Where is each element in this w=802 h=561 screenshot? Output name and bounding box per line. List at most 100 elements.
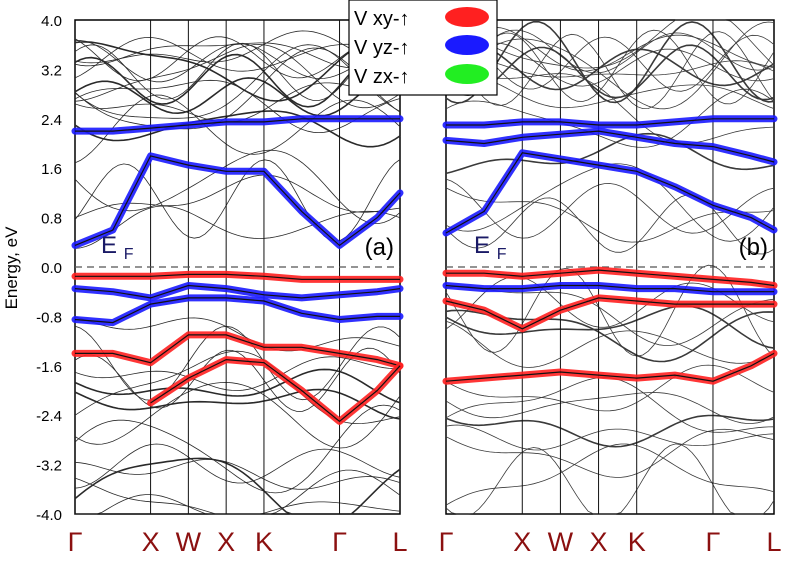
background-band — [74, 347, 401, 412]
kpoint-label: K — [255, 527, 273, 557]
panel-b-fermi-label-main: E — [474, 232, 490, 259]
background-band — [445, 88, 775, 148]
panel-b-background-bands — [445, 19, 775, 515]
background-band — [74, 30, 401, 65]
background-band — [74, 149, 401, 225]
background-band — [445, 42, 775, 87]
background-band — [445, 264, 775, 357]
series-core-line — [445, 130, 775, 163]
background-band — [445, 34, 775, 92]
background-band — [74, 356, 400, 392]
series-core-line — [446, 269, 775, 287]
background-band — [74, 47, 401, 130]
y-tick-labels: 4.0 3.2 2.4 1.6 0.8 0.0 -0.8 -1.6 -2.4 -3.2 -4.0 — [36, 13, 62, 524]
y-tick-label: 3.2 — [41, 62, 62, 79]
background-band — [445, 428, 775, 478]
panel-b-fermi-label-sub: F — [497, 246, 507, 263]
series-core-line — [74, 155, 401, 247]
y-tick-label: 2.4 — [41, 112, 62, 129]
panel-a-series — [71, 115, 404, 425]
y-tick-label: -2.4 — [36, 408, 62, 425]
legend-label-yz: V yz-↑ — [354, 37, 410, 59]
series-core-line — [74, 297, 400, 324]
background-band — [445, 194, 775, 255]
legend-swatch-zx — [445, 64, 489, 84]
panel-a-fermi-label: E F — [101, 232, 134, 263]
background-band — [74, 79, 401, 134]
legend-swatch-xy — [445, 7, 489, 27]
kpoint-label: W — [548, 527, 574, 557]
kpoint-label: X — [217, 527, 235, 557]
panel-b-fermi-label: E F — [474, 232, 507, 263]
series-core-line — [445, 152, 775, 234]
background-band — [74, 94, 401, 164]
series-core-line — [150, 358, 401, 423]
kpoint-label: X — [590, 527, 608, 557]
kpoint-label: Γ — [706, 527, 721, 557]
y-tick-label: -3.2 — [36, 458, 62, 475]
y-tick-label: -0.8 — [36, 309, 62, 326]
background-band — [74, 40, 401, 83]
background-band — [74, 51, 401, 108]
legend-swatch-yz — [445, 35, 489, 55]
background-band — [74, 44, 401, 119]
background-band — [445, 392, 775, 424]
kpoint-label: Γ — [68, 527, 83, 557]
panel-a-fermi-label-sub: F — [124, 246, 134, 263]
background-band — [74, 388, 401, 420]
background-band — [445, 424, 775, 451]
background-band — [445, 75, 775, 109]
series-core-line — [445, 284, 774, 293]
background-band — [74, 36, 401, 79]
kpoint-label: Γ — [332, 527, 347, 557]
kpoint-label: W — [176, 527, 202, 557]
series-core-line — [445, 352, 775, 382]
background-band — [445, 443, 775, 506]
series-core-line — [446, 118, 774, 126]
background-band — [445, 320, 775, 368]
panel-a-fermi-label-main: E — [101, 232, 117, 259]
legend: V xy-↑ V yz-↑ V zx-↑ — [348, 0, 498, 96]
background-band — [74, 443, 401, 489]
kpoint-label: L — [766, 527, 781, 557]
panel-b-label: (b) — [739, 234, 768, 261]
background-band — [74, 350, 401, 425]
y-tick-label: -4.0 — [36, 507, 62, 524]
background-band — [445, 29, 775, 105]
y-tick-label: 0.0 — [41, 260, 62, 277]
background-band — [445, 21, 775, 104]
y-tick-label: -1.6 — [36, 359, 62, 376]
legend-label-xy: V xy-↑ — [354, 8, 410, 30]
background-band — [445, 29, 775, 74]
y-tick-label: 1.6 — [41, 161, 62, 178]
kpoint-label: K — [628, 527, 646, 557]
background-band — [74, 316, 401, 352]
panel-a-label: (a) — [365, 234, 394, 261]
background-band — [74, 381, 401, 449]
kpoint-label: Γ — [439, 527, 454, 557]
background-band — [445, 364, 775, 412]
background-band — [74, 458, 401, 490]
background-band — [445, 132, 775, 175]
background-band — [74, 205, 401, 249]
background-band — [74, 110, 401, 148]
background-band — [74, 457, 401, 515]
series-core-line — [75, 118, 400, 132]
background-band — [74, 36, 401, 82]
panel-b-series — [442, 115, 778, 385]
background-band — [74, 42, 401, 69]
series-core-line — [75, 273, 400, 280]
background-band — [445, 58, 775, 78]
background-band — [445, 178, 775, 239]
background-band — [445, 19, 775, 69]
background-band — [74, 404, 401, 494]
series-core-line — [74, 284, 401, 299]
y-axis-label: Energy, eV — [2, 226, 21, 310]
y-tick-label: 0.8 — [41, 211, 62, 228]
series-core-line — [445, 297, 774, 330]
